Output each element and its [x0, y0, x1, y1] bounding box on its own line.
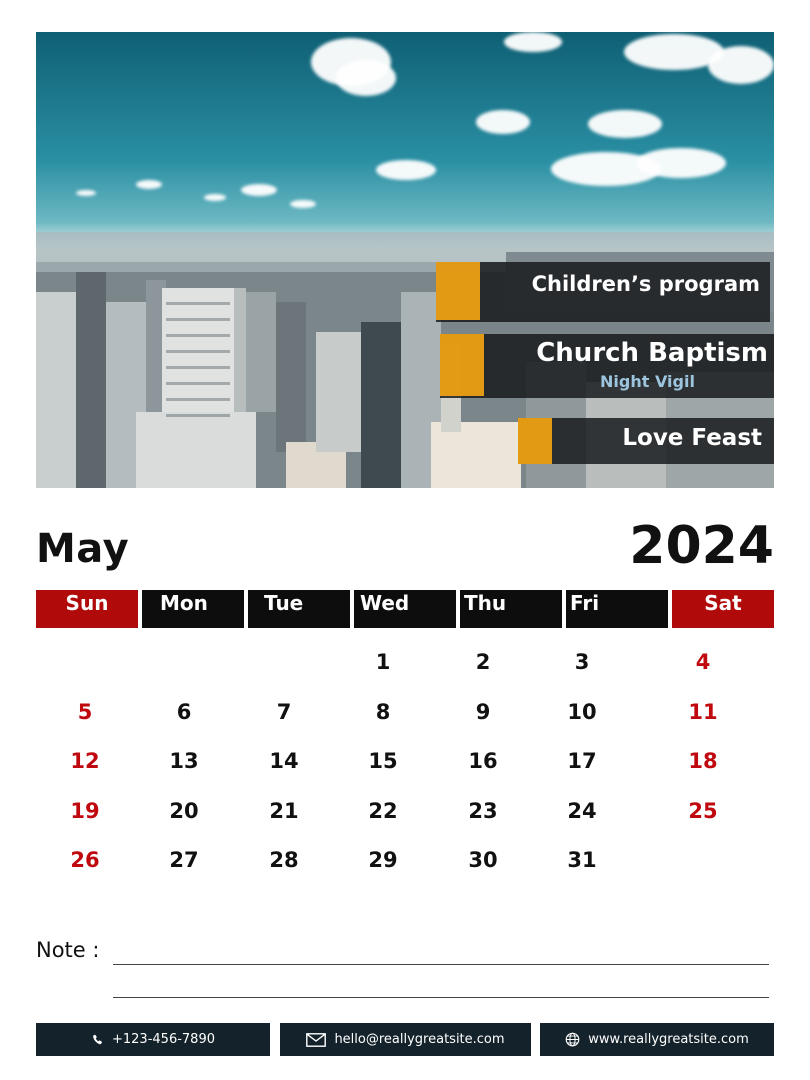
day-cell: 5 [77, 699, 93, 724]
cloud [636, 148, 726, 178]
event-banner-church-baptism [440, 334, 774, 398]
day-cell: 21 [269, 798, 299, 823]
weekday-wed: Wed [354, 590, 456, 628]
day-cell: 10 [567, 699, 597, 724]
weekday-tue: Tue [248, 590, 350, 628]
day-cell: 25 [688, 798, 718, 823]
cloud [708, 46, 774, 84]
day-cell: 15 [368, 749, 398, 774]
event-accent-block [518, 418, 552, 464]
day-cell: 18 [688, 749, 718, 774]
day-cell: 19 [70, 798, 100, 823]
weekday-mon: Mon [142, 590, 244, 628]
calendar-week-row: 5 6 7 8 9 10 11 [36, 688, 774, 738]
weekday-sun: Sun [36, 590, 138, 628]
globe-icon [565, 1032, 580, 1047]
day-cell: 6 [176, 699, 192, 724]
day-cell: 2 [475, 650, 491, 674]
cloud [336, 60, 396, 96]
cloud [476, 110, 530, 134]
day-cell: 24 [567, 798, 597, 823]
weekday-fri: Fri [566, 590, 668, 628]
day-cell: 7 [276, 699, 292, 724]
cloud [76, 190, 96, 196]
day-cell: 30 [468, 848, 498, 873]
cloud [290, 200, 316, 208]
event-accent-block [436, 262, 480, 320]
day-cell: 29 [368, 848, 398, 873]
weekday-thu: Thu [460, 590, 562, 628]
event-banner-childrens-program [436, 262, 770, 322]
footer-website-text[interactable]: www.reallygreatsite.com [588, 1032, 749, 1047]
cloud [504, 32, 562, 52]
event-title-church-baptism: Church Baptism [536, 338, 768, 368]
day-cell: 28 [269, 848, 299, 873]
day-cell: 17 [567, 749, 597, 774]
footer-email-box: hello@reallygreatsite.com [280, 1023, 531, 1056]
day-cell: 3 [574, 650, 590, 674]
year-title: 2024 [629, 516, 774, 576]
cloud [136, 180, 162, 189]
day-cell: 12 [70, 749, 100, 774]
event-accent-block [440, 334, 484, 396]
footer-phone-box: +123-456-7890 [36, 1023, 270, 1056]
calendar-grid: 1 2 3 4 5 6 7 8 9 10 11 12 13 14 15 16 1… [36, 638, 774, 886]
day-cell: 8 [375, 699, 391, 724]
calendar-week-row: 12 13 14 15 16 17 18 [36, 737, 774, 787]
cloud [376, 160, 436, 180]
footer-website-box: www.reallygreatsite.com [540, 1023, 774, 1056]
event-title-childrens-program: Children’s program [531, 272, 760, 296]
day-cell: 22 [368, 798, 398, 823]
day-cell: 14 [269, 749, 299, 774]
note-line[interactable] [113, 964, 769, 965]
day-cell: 20 [169, 798, 199, 823]
hero-photo: Children’s program Church Baptism Night … [36, 32, 774, 488]
day-cell: 1 [375, 650, 391, 674]
day-cell: 26 [70, 848, 100, 873]
day-cell: 11 [688, 699, 718, 724]
day-cell: 31 [567, 848, 597, 873]
day-cell: 4 [695, 650, 711, 674]
day-cell: 9 [475, 699, 491, 724]
day-cell: 16 [468, 749, 498, 774]
day-cell: 13 [169, 749, 199, 774]
event-banner-love-feast [518, 418, 774, 464]
note-line[interactable] [113, 997, 769, 998]
calendar-week-row: 19 20 21 22 23 24 25 [36, 787, 774, 837]
footer-phone-text: +123-456-7890 [112, 1032, 215, 1047]
weekday-sat: Sat [672, 590, 774, 628]
day-cell: 23 [468, 798, 498, 823]
weekday-header-row: Sun Mon Tue Wed Thu Fri Sat [36, 590, 774, 628]
envelope-icon [306, 1032, 327, 1047]
footer-email-text[interactable]: hello@reallygreatsite.com [334, 1032, 505, 1047]
calendar-week-row: 1 2 3 4 [36, 638, 774, 688]
phone-icon [93, 1034, 102, 1044]
cloud [624, 34, 724, 70]
cloud [241, 184, 277, 196]
event-title-love-feast: Love Feast [622, 425, 762, 451]
event-subtitle-night-vigil: Night Vigil [600, 372, 695, 391]
note-label: Note : [36, 938, 100, 962]
month-title: May [36, 526, 130, 572]
day-cell: 27 [169, 848, 199, 873]
cloud [588, 110, 662, 138]
cloud [204, 194, 226, 201]
calendar-week-row: 26 27 28 29 30 31 [36, 836, 774, 886]
